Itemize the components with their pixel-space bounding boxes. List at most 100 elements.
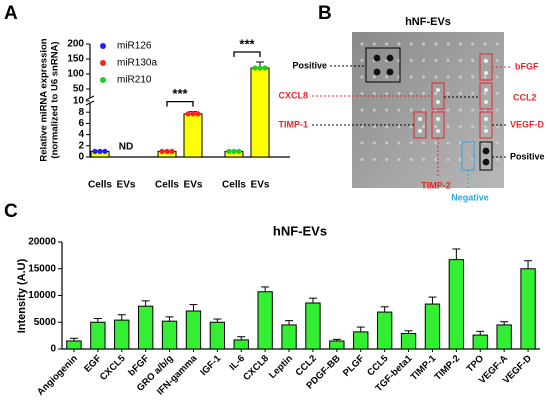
y-axis-label: (normalized to U6 snRNA) xyxy=(50,41,61,158)
blot-spot xyxy=(458,124,462,129)
bar xyxy=(90,321,106,350)
y-tick-label: 5000 xyxy=(34,317,57,328)
x-tick-label: CXCL8 xyxy=(241,353,271,383)
bar xyxy=(233,339,249,350)
bar xyxy=(400,332,417,350)
blot-label: bFGF xyxy=(515,61,539,71)
bar xyxy=(520,268,536,350)
bar xyxy=(424,303,441,350)
box xyxy=(479,141,493,171)
bar xyxy=(472,334,488,350)
axis-break xyxy=(85,95,95,101)
data-point xyxy=(185,111,191,117)
blot-spot xyxy=(385,157,389,162)
blot-spot xyxy=(495,91,499,96)
blot-spot xyxy=(397,108,401,112)
bar xyxy=(114,319,130,350)
blot-spot xyxy=(471,124,475,129)
blot-spot xyxy=(458,157,462,162)
blot-spot xyxy=(484,71,488,75)
x-tick-label: IGF-1 xyxy=(198,353,223,378)
bar xyxy=(250,67,270,158)
blot-spot xyxy=(372,91,376,96)
data-point xyxy=(92,148,98,154)
blot-spot xyxy=(434,75,438,79)
bar xyxy=(185,310,202,350)
box xyxy=(431,82,445,110)
data-point xyxy=(252,65,258,71)
blot-spot xyxy=(397,124,401,129)
data-point xyxy=(195,111,201,117)
blot-spot xyxy=(397,91,401,96)
blot-spot xyxy=(446,141,450,145)
blot-spot xyxy=(360,91,364,96)
blot-title: hNF-EVs xyxy=(405,16,451,28)
blot-spot xyxy=(373,68,381,76)
blot-spot xyxy=(458,75,462,79)
panel-label: A xyxy=(4,3,18,24)
blot-spot xyxy=(373,54,381,62)
significance-bracket xyxy=(233,51,261,57)
data-point xyxy=(159,148,165,154)
blot-spot xyxy=(409,157,413,162)
y-tick-label: 10 xyxy=(73,96,85,107)
blot-spot xyxy=(360,75,364,79)
blot-spot xyxy=(360,157,364,162)
y-tick-label: 0 xyxy=(78,152,84,163)
blot-spot xyxy=(360,58,364,63)
blot-spot xyxy=(372,42,376,46)
blot-spot xyxy=(385,108,389,112)
y-tick-label: 100 xyxy=(67,69,84,80)
blot-spot xyxy=(360,141,364,145)
blot-spot xyxy=(421,42,426,46)
blot-spot xyxy=(446,108,450,112)
blot-spot xyxy=(436,100,440,104)
panel-label: B xyxy=(318,3,332,24)
bar xyxy=(281,324,297,350)
blot-spot xyxy=(372,124,376,129)
blot-spot xyxy=(386,68,394,76)
blot-spot xyxy=(482,147,490,155)
blot-spot xyxy=(409,75,413,79)
blot-spot xyxy=(471,42,475,46)
y-tick-label: 6 xyxy=(78,118,84,129)
blot-spot xyxy=(385,124,389,129)
blot-spot xyxy=(446,124,450,129)
blot-spot xyxy=(483,91,487,96)
y-tick-label: 50 xyxy=(73,84,85,95)
axis-break xyxy=(85,100,95,106)
blot-spot xyxy=(418,117,422,121)
data-point xyxy=(231,148,237,154)
blot-label: TIMP-2 xyxy=(421,180,451,190)
blot-spot xyxy=(471,108,475,112)
x-tick-label: Angiogenin xyxy=(35,353,80,398)
blot-spot xyxy=(495,108,499,112)
bar xyxy=(305,302,321,350)
x-tick-label: TIMP-2 xyxy=(432,353,462,383)
blot-label: Positive xyxy=(292,60,327,70)
chart-title: hNF-EVs xyxy=(273,223,327,238)
blot-spot xyxy=(409,124,413,129)
blot-spot xyxy=(458,141,462,145)
panel-label: C xyxy=(4,201,18,222)
blot-spot xyxy=(446,75,450,79)
blot-spot xyxy=(385,91,389,96)
blot-spot xyxy=(495,157,499,162)
blot-spot xyxy=(458,58,462,63)
blot-spot xyxy=(495,42,499,46)
x-tick-label: IL-6 xyxy=(227,353,247,373)
axes xyxy=(61,242,540,350)
blot-spot xyxy=(360,124,364,129)
y-axis-label: Relative miRNA expression xyxy=(39,38,50,161)
bar xyxy=(161,320,178,350)
x-tick-label: EVs xyxy=(117,180,136,191)
blot-spot xyxy=(483,124,487,129)
y-tick-label: 2 xyxy=(78,140,84,151)
blot-spot xyxy=(471,91,475,96)
blot-spot xyxy=(434,91,438,96)
blot-spot xyxy=(385,42,389,46)
blot-spot xyxy=(446,58,450,63)
y-tick-label: 4 xyxy=(78,129,84,140)
y-tick-label: 8 xyxy=(78,107,84,118)
